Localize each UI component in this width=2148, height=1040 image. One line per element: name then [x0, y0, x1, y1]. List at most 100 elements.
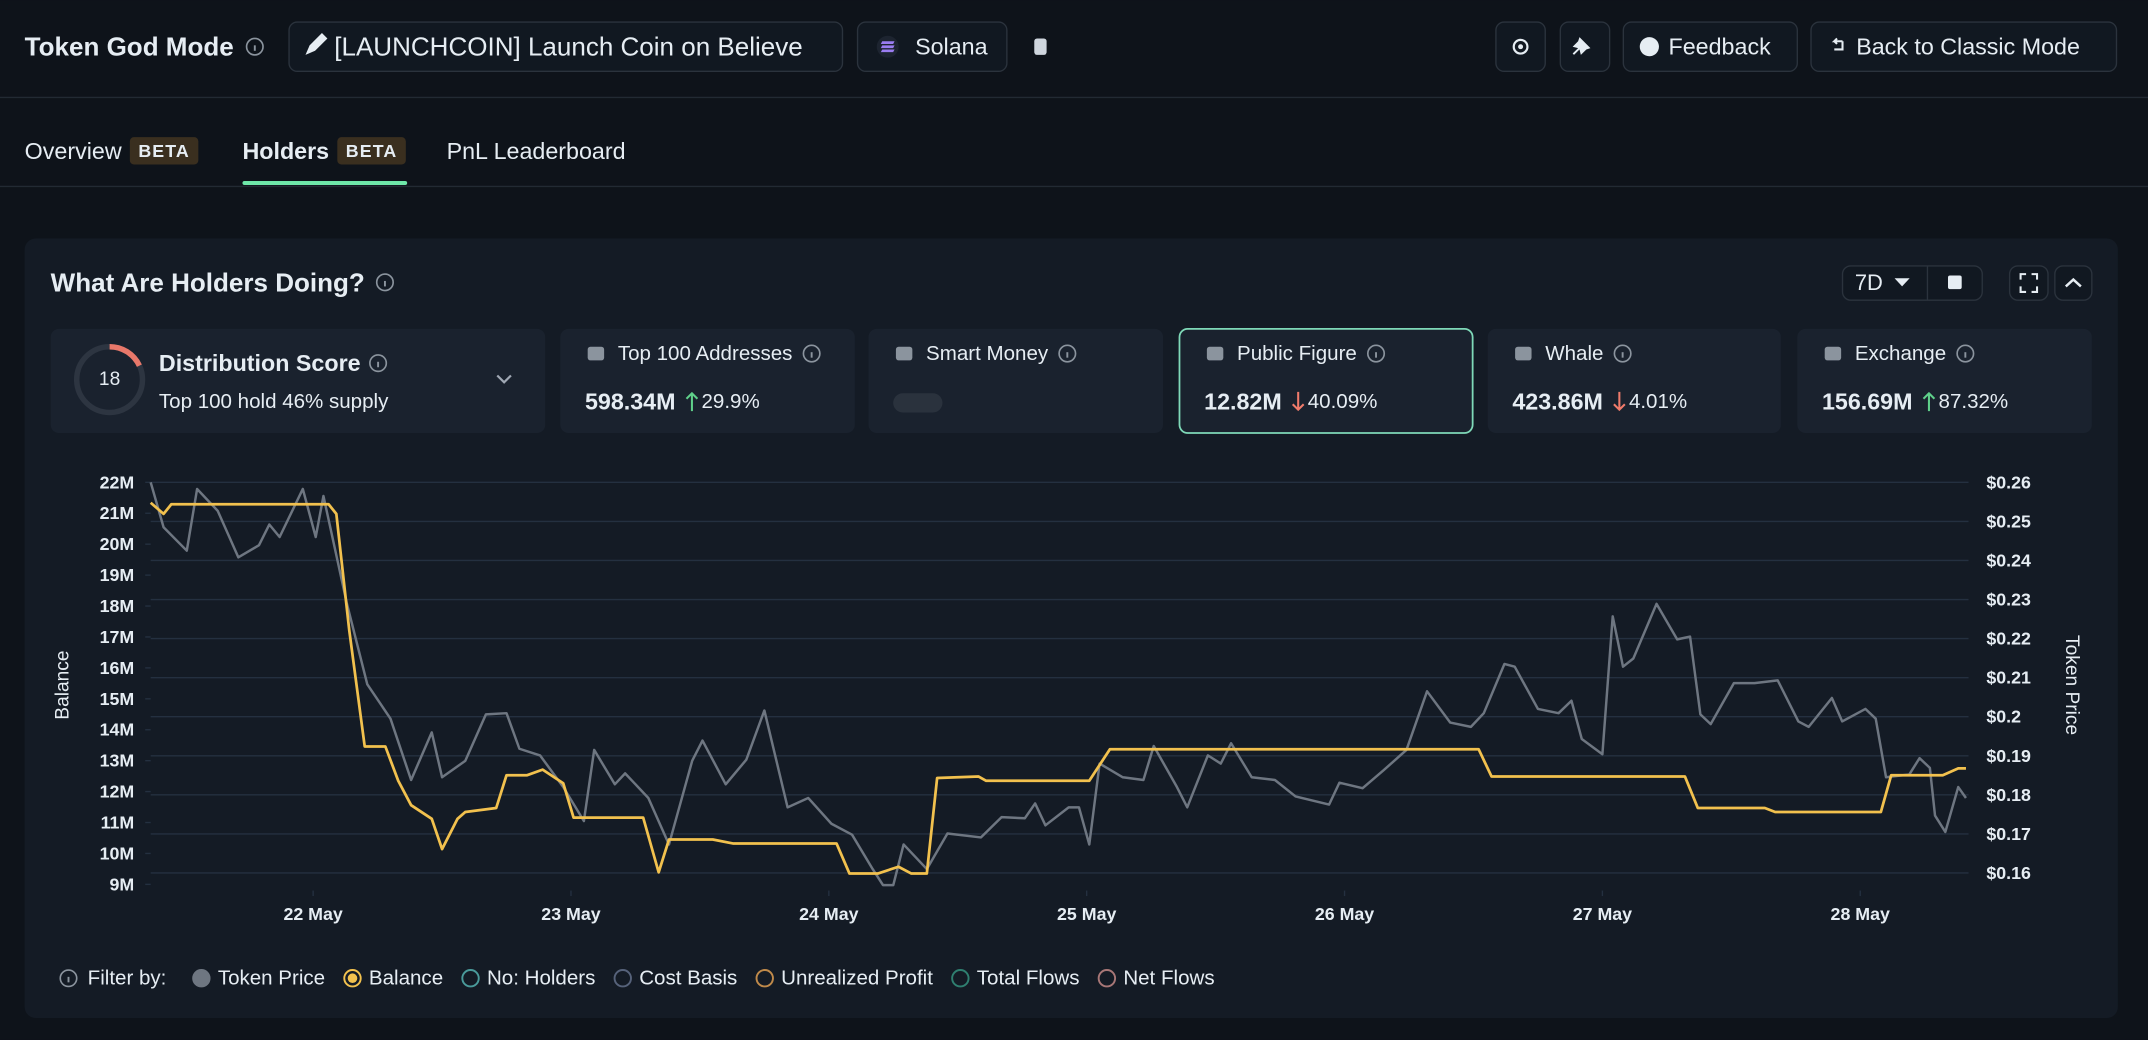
info-icon: [1613, 344, 1632, 363]
info-icon: [1956, 344, 1975, 363]
chain-name: Solana: [915, 34, 988, 60]
pencil-icon: [305, 33, 328, 55]
series-line: [149, 501, 1966, 875]
y2-tick-label: $0.17: [1986, 824, 2031, 844]
filter-option[interactable]: Net Flows: [1123, 967, 1214, 990]
card-icon: [587, 346, 605, 361]
x-tick-label: 28 May: [1831, 904, 1890, 924]
chevron-icon[interactable]: [496, 374, 512, 384]
change-arrow: [1922, 391, 1936, 412]
tab[interactable]: Holders: [242, 138, 329, 164]
card-label: Top 100 Addresses: [618, 342, 793, 365]
y2-tick-label: $0.25: [1986, 511, 2031, 531]
filter-option[interactable]: Total Flows: [977, 967, 1080, 990]
y-tick-label: 10M: [100, 843, 135, 863]
chat-icon: [1639, 37, 1659, 57]
filter-option[interactable]: Token Price: [218, 967, 325, 990]
series-line: [149, 481, 1967, 887]
dropdown-icon: [1894, 278, 1910, 287]
x-tick-label: 22 May: [283, 904, 342, 924]
filter-toggle[interactable]: [755, 969, 774, 988]
filter-toggle[interactable]: [1097, 969, 1117, 988]
card-icon: [1824, 346, 1842, 361]
score-label: Distribution Score: [159, 350, 361, 376]
filter-dot: [193, 970, 210, 987]
x-tick-label: 27 May: [1573, 904, 1632, 924]
y-tick-label: 19M: [100, 565, 135, 585]
back-icon: [1831, 37, 1844, 51]
tab[interactable]: PnL Leaderboard: [447, 138, 626, 164]
eye-icon: [1518, 44, 1524, 50]
metric-card[interactable]: [560, 328, 855, 434]
card-value: 156.69M: [1822, 389, 1913, 415]
info-icon: [1366, 344, 1386, 363]
filter-toggle[interactable]: [613, 969, 632, 988]
beta-badge: [337, 137, 406, 165]
card-value: 12.82M: [1204, 389, 1282, 415]
y-tick-label: 18M: [100, 596, 135, 616]
y-tick-label: 11M: [101, 813, 135, 833]
metric-card[interactable]: [868, 328, 1164, 434]
y-tick-label: 17M: [100, 627, 135, 647]
x-tick-label: 26 May: [1315, 904, 1374, 924]
card-icon: [1515, 346, 1532, 361]
y2-tick-label: $0.22: [1986, 629, 2031, 649]
y-axis-label: Balance: [53, 650, 74, 719]
expand-button[interactable]: [2008, 265, 2049, 301]
metric-card[interactable]: [1487, 328, 1781, 434]
y2-tick-label: $0.16: [1986, 863, 2031, 883]
filter-toggle[interactable]: [951, 969, 970, 988]
panel-title: What Are Holders Doing?: [51, 267, 365, 297]
y-tick-label: 16M: [100, 658, 135, 678]
card-label: Public Figure: [1237, 342, 1357, 365]
classic-button[interactable]: [1810, 21, 2118, 73]
card-change: 87.32%: [1939, 390, 2009, 413]
token-selector[interactable]: [288, 21, 844, 73]
info-icon: [802, 344, 821, 363]
distribution-card: [50, 328, 546, 434]
y-tick-label: 14M: [100, 720, 135, 740]
chain-selector[interactable]: [856, 21, 1008, 73]
beta-badge: [129, 137, 199, 165]
filter-option[interactable]: Balance: [369, 967, 443, 990]
page-title: Token God Mode: [25, 32, 234, 62]
change-arrow: [685, 391, 699, 412]
y2-tick-label: $0.19: [1986, 746, 2031, 766]
y2-axis-label: Token Price: [2061, 635, 2082, 735]
y2-tick-label: $0.18: [1986, 785, 2031, 805]
card-value: 598.34M: [585, 389, 676, 415]
filter-option[interactable]: Unrealized Profit: [781, 967, 933, 990]
feedback-button[interactable]: [1622, 21, 1798, 73]
y-tick-label: 9M: [110, 874, 135, 894]
filter-option[interactable]: No: Holders: [487, 967, 595, 990]
metric-card[interactable]: [1797, 328, 2092, 434]
eye-icon: [1512, 38, 1529, 55]
filter-option[interactable]: Cost Basis: [639, 967, 737, 990]
collapse-button[interactable]: [2054, 265, 2093, 301]
y2-tick-label: $0.2: [1986, 707, 2021, 727]
period-selector[interactable]: [1841, 265, 1983, 301]
info-icon: [369, 354, 388, 373]
filter-dot: [347, 973, 358, 984]
classic-label: Back to Classic Mode: [1856, 34, 2080, 60]
card-change: 4.01%: [1629, 390, 1687, 413]
filter-toggle[interactable]: [461, 969, 480, 988]
info-icon: [375, 273, 394, 292]
filter-toggle[interactable]: [343, 969, 362, 988]
tab[interactable]: Overview: [25, 138, 122, 164]
panel: [24, 238, 2118, 1018]
score-arc: [73, 343, 146, 416]
y2-tick-label: $0.26: [1986, 472, 2031, 492]
x-tick-label: 25 May: [1057, 904, 1116, 924]
copy-icon[interactable]: [1034, 38, 1047, 55]
period-label: 7D: [1855, 270, 1883, 295]
y-tick-label: 12M: [100, 782, 135, 802]
info-icon: [59, 969, 78, 988]
score-subtitle: Top 100 hold 46% supply: [159, 390, 389, 413]
card-label: Smart Money: [926, 342, 1049, 365]
metric-card[interactable]: [1178, 328, 1474, 434]
calendar-icon[interactable]: [1947, 275, 1962, 290]
card-icon: [1206, 346, 1224, 361]
x-tick-label: 24 May: [799, 904, 858, 924]
